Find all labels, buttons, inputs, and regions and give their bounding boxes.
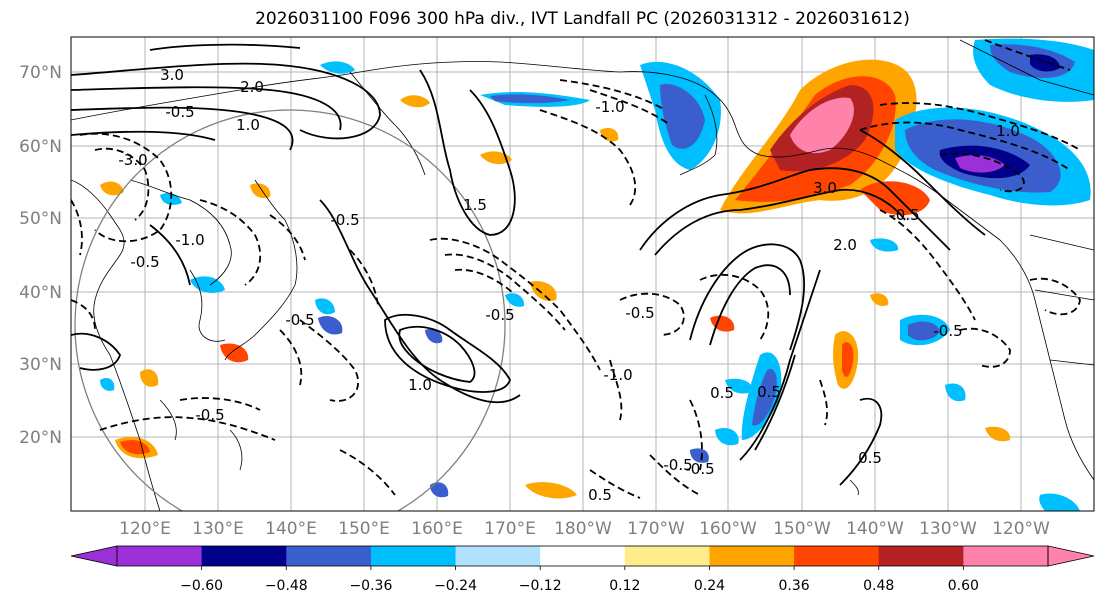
colorbar-swatch (794, 546, 880, 566)
contour-label: -0.5 (625, 304, 654, 322)
colorbar-left-extend (70, 545, 118, 567)
contour-label: 1.0 (996, 122, 1020, 140)
longitude-label: 180°W (554, 519, 612, 539)
longitude-label: 150°W (773, 519, 831, 539)
contour-label: -0.5 (195, 406, 224, 424)
map-border (70, 36, 1095, 512)
colorbar-tick-label: −0.60 (180, 578, 223, 594)
colorbar-swatch (286, 546, 372, 566)
contour-label: 0.5 (588, 486, 612, 504)
longitude-label: 120°E (119, 519, 171, 539)
contour-label: -0.5 (485, 306, 514, 324)
colorbar-swatch (540, 546, 626, 566)
contour-label: -0.5 (130, 253, 159, 271)
contour-label: -0.5 (890, 206, 919, 224)
colorbar-right-extend (1047, 545, 1095, 567)
longitude-label: 150°E (338, 519, 390, 539)
contour-label: -1.0 (595, 98, 624, 116)
contour-label: 1.0 (408, 376, 432, 394)
longitude-label: 160°W (699, 519, 757, 539)
colorbar-swatch (117, 546, 203, 566)
latitude-label: 60°N (19, 137, 62, 157)
contour-label: -0.5 (663, 456, 692, 474)
contour-label: 2.0 (240, 78, 264, 96)
longitude-label: 140°W (846, 519, 904, 539)
latitude-label: 70°N (19, 63, 62, 83)
contour-label: 2.0 (833, 236, 857, 254)
contour-label: -1.0 (603, 366, 632, 384)
colorbar-tick-label: 0.48 (863, 578, 894, 594)
colorbar-tick-label: −0.24 (434, 578, 477, 594)
longitude-labels: 120°E 130°E 140°E 150°E 160°E 170°E 180°W 170°W… (119, 519, 1050, 539)
map-title: 2026031100 F096 300 hPa div., IVT Landfa… (255, 9, 910, 29)
contour-label: -1.0 (175, 231, 204, 249)
colorbar-swatch (624, 546, 710, 566)
contour-label: -0.5 (165, 103, 194, 121)
colorbar-tick-label: 0.24 (694, 578, 725, 594)
latitude-label: 20°N (19, 428, 62, 448)
contour-label: 3.0 (160, 66, 184, 84)
colorbar-swatch (370, 546, 457, 566)
latitude-label: 30°N (19, 355, 62, 375)
contour-label: -3.0 (118, 151, 147, 169)
colorbar-tick-label: 0.60 (948, 578, 979, 594)
longitude-label: 170°E (484, 519, 536, 539)
colorbar-tick-label: −0.48 (265, 578, 308, 594)
colorbar-tick-label: 0.12 (609, 578, 640, 594)
contour-label: 0.5 (858, 449, 882, 467)
negative-contours (71, 39, 1081, 499)
contour-label: 1.0 (236, 116, 260, 134)
domain-circle (74, 109, 506, 511)
contour-label: 3.0 (813, 179, 837, 197)
latitude-labels: 70°N 60°N 50°N 40°N 30°N 20°N (19, 63, 62, 448)
latitude-label: 50°N (19, 209, 62, 229)
longitude-label: 130°E (192, 519, 244, 539)
colorbar-tick-label: −0.12 (519, 578, 562, 594)
contour-labels: 3.02.01.0-0.5-3.0-0.5-1.01.5-0.5-0.5-1.0… (118, 66, 1020, 504)
longitude-label: 120°W (992, 519, 1050, 539)
latitude-label: 40°N (19, 283, 62, 303)
colorbar-swatch (201, 546, 287, 566)
colorbar-swatch (963, 546, 1049, 566)
longitude-label: 130°W (919, 519, 977, 539)
colorbar-tick-label: 0.36 (779, 578, 810, 594)
contour-label: 1.5 (463, 196, 487, 214)
longitude-label: 140°E (265, 519, 317, 539)
contour-label: 0.5 (710, 384, 734, 402)
colorbar-border (116, 545, 1049, 567)
colorbar-tick-label: −0.36 (349, 578, 392, 594)
longitude-label: 160°E (411, 519, 463, 539)
contour-label: 0.5 (757, 383, 781, 401)
colorbar-swatch (709, 546, 795, 566)
contour-label: -0.5 (933, 322, 962, 340)
longitude-label: 170°W (627, 519, 685, 539)
colorbar-ticks: −0.60 −0.48 −0.36 −0.24 −0.12 0.12 0.24 0.36 0.4… (180, 566, 979, 594)
contour-label: -0.5 (330, 211, 359, 229)
positive-contours (71, 43, 986, 486)
colorbar-swatch (455, 546, 541, 566)
colorbar-swatch (878, 546, 964, 566)
colorbar (70, 545, 1095, 567)
contour-label: -0.5 (285, 311, 314, 329)
contour-label: -0.5 (685, 460, 714, 478)
